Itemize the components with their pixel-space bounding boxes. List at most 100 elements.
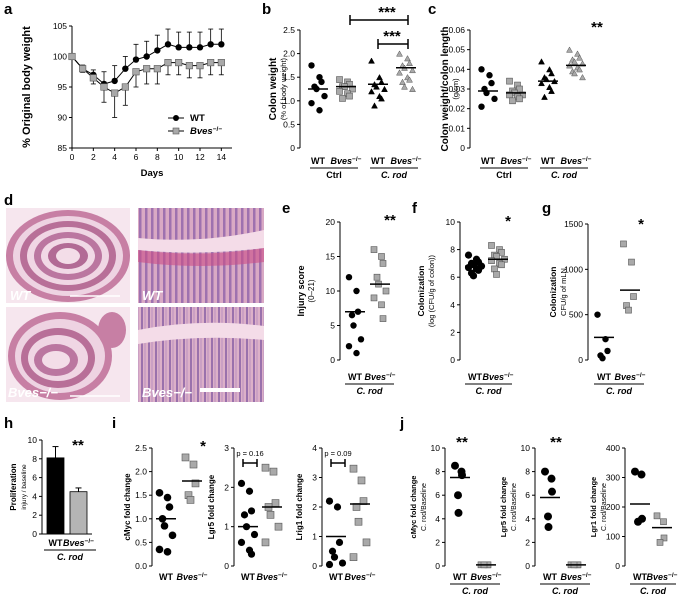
histology-label-bves-2: Bves−/−: [142, 385, 192, 400]
data-point-wt: [544, 523, 553, 532]
panel-label: i: [112, 415, 116, 432]
y-axis-label: Colonization: [416, 266, 426, 317]
x-category-label: WT: [453, 572, 467, 582]
y-axis-sublabel: C. rod/Baseline: [601, 483, 608, 531]
data-point-wt: [318, 78, 325, 86]
data-point-wt: [345, 274, 353, 281]
y-axis-label: Colonization: [548, 267, 558, 318]
data-point-bves: [89, 74, 97, 82]
x-tick-label: 10: [174, 152, 184, 162]
condition-label: C. rod: [57, 552, 84, 562]
data-point-wt-triangle: [546, 83, 553, 90]
y-tick-label: 0: [224, 561, 229, 571]
y-tick-label: 3: [312, 473, 317, 483]
data-point-wt: [454, 491, 462, 500]
data-point-wt-triangle: [373, 83, 380, 90]
y-tick-label: 8: [525, 467, 530, 477]
data-point-bves: [378, 301, 385, 309]
condition-label: Ctrl: [496, 170, 512, 180]
data-point-bves-triangle: [576, 66, 583, 73]
y-tick-label: 0.5: [135, 537, 147, 547]
significance-marker: **: [72, 437, 84, 454]
y-tick-label: 10: [521, 443, 531, 453]
data-point-bves-triangle: [409, 85, 416, 92]
x-category-label: Bves−/−: [257, 572, 288, 582]
data-point-wt: [547, 474, 556, 483]
y-tick-label: 1000: [564, 264, 583, 274]
significance-marker: **: [550, 434, 562, 451]
data-point-bves: [191, 479, 200, 488]
data-point-bves: [100, 83, 108, 91]
data-point-wt: [464, 251, 473, 259]
y-axis-sublabel: (0–21): [307, 279, 316, 302]
x-category-label: WT: [468, 372, 482, 382]
data-point-wt: [330, 553, 339, 561]
data-point-wt: [250, 530, 259, 539]
data-point-bves-triangle: [399, 78, 406, 85]
data-point-bves-triangle: [571, 70, 578, 77]
y-tick-label: 0: [290, 143, 295, 153]
data-point-bves: [143, 65, 151, 73]
y-tick-label: 10: [326, 286, 336, 296]
data-point-wt-triangle: [368, 57, 375, 64]
y-tick-label: 8: [32, 454, 37, 464]
y-axis-label: Colon weight: [268, 57, 279, 120]
data-point-bves: [379, 315, 387, 322]
y-axis-sublabel: C. rod/Baseline: [421, 483, 428, 531]
data-point-wt-triangle: [376, 73, 383, 81]
y-tick-label: 6: [525, 490, 530, 500]
y-tick-label: 2.5: [135, 443, 147, 453]
x-category-label: Bves−/−: [365, 372, 396, 382]
panel-label: d: [4, 192, 13, 209]
y-tick-label: 105: [53, 21, 67, 31]
data-point-wt: [308, 62, 315, 69]
y-axis-label: cMyc fold change: [123, 473, 132, 541]
data-point-bves-triangle: [396, 69, 403, 76]
data-point-bves: [362, 538, 371, 547]
data-point-wt: [454, 508, 463, 517]
panel-e: e 0 5 10 15 20 Injury score (0–21) WT Bves−/− C. r…: [282, 200, 396, 396]
significance-marker: ***: [378, 4, 396, 21]
y-tick-label: 15: [326, 252, 336, 262]
y-axis-label: cMyc fold change: [409, 476, 418, 539]
x-category-label: Bves−/−: [331, 156, 362, 166]
x-category-label: Bves−/−: [561, 156, 592, 166]
x-category-label: Bves−/−: [63, 538, 94, 548]
data-point-wt: [165, 503, 174, 511]
data-point-wt-triangle: [538, 79, 545, 87]
panel-label: c: [428, 1, 436, 18]
histology-label-wt-1: WT: [10, 288, 31, 303]
data-point-wt: [207, 41, 214, 48]
data-point-bves: [261, 538, 270, 547]
data-point-bves: [498, 261, 505, 269]
data-point-bves: [378, 253, 385, 260]
data-point-wt: [168, 531, 177, 540]
data-point-wt-triangle: [541, 93, 548, 100]
data-point-bves-triangle: [574, 50, 581, 57]
data-point-wt: [474, 266, 483, 274]
legend-label-wt: WT: [190, 113, 205, 124]
x-category-label: WT: [597, 372, 611, 382]
y-tick-label: 0: [460, 143, 465, 153]
data-point-bves-triangle: [401, 83, 408, 90]
y-axis-sublabel: (g/cm): [451, 78, 460, 100]
data-point-wt: [338, 559, 347, 567]
data-point-wt: [631, 467, 639, 476]
data-point-wt: [345, 343, 353, 350]
data-point-bves: [488, 257, 495, 264]
data-point-wt: [634, 517, 642, 526]
y-tick-label: 1.5: [283, 72, 295, 82]
data-point-wt: [237, 538, 246, 547]
data-point-wt: [160, 522, 169, 530]
data-point-bves-triangle: [406, 59, 413, 66]
data-point-bves: [620, 240, 627, 248]
data-point-wt-triangle: [546, 66, 553, 73]
x-axis-label: Days: [141, 168, 164, 179]
data-point-bves: [164, 59, 172, 67]
data-point-bves-triangle: [576, 54, 583, 61]
data-point-wt: [451, 461, 459, 470]
